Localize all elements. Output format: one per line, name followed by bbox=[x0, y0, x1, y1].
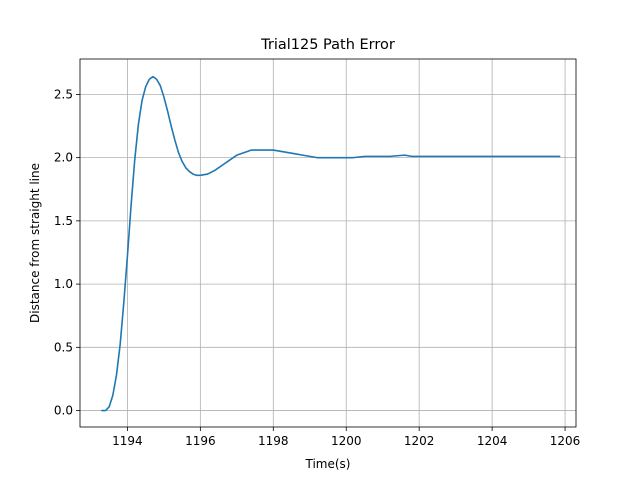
x-axis-ticks: 1194 1196 1198 1200 1202 1204 1206 bbox=[112, 427, 580, 448]
plot-series bbox=[101, 75, 561, 412]
x-tick-label: 1202 bbox=[404, 434, 435, 448]
y-tick-label: 1.5 bbox=[54, 214, 73, 228]
y-tick-label: 2.0 bbox=[54, 151, 73, 165]
y-tick-label: 1.0 bbox=[54, 277, 73, 291]
x-tick-label: 1204 bbox=[477, 434, 508, 448]
x-tick-label: 1200 bbox=[331, 434, 362, 448]
x-tick-label: 1194 bbox=[112, 434, 143, 448]
x-tick-label: 1198 bbox=[258, 434, 289, 448]
y-tick-label: 2.5 bbox=[54, 87, 73, 101]
grid bbox=[80, 59, 576, 427]
y-axis-ticks: 0.0 0.5 1.0 1.5 2.0 2.5 bbox=[54, 87, 80, 418]
plot-frame bbox=[79, 58, 577, 428]
x-tick-label: 1206 bbox=[550, 434, 581, 448]
series-line bbox=[101, 75, 561, 412]
y-tick-label: 0.5 bbox=[54, 340, 73, 354]
y-tick-label: 0.0 bbox=[54, 404, 73, 418]
y-axis-label: Distance from straight line bbox=[28, 163, 42, 323]
chart-title: Trial125 Path Error bbox=[260, 37, 395, 53]
x-axis-label: Time(s) bbox=[305, 457, 351, 471]
x-tick-label: 1196 bbox=[185, 434, 216, 448]
